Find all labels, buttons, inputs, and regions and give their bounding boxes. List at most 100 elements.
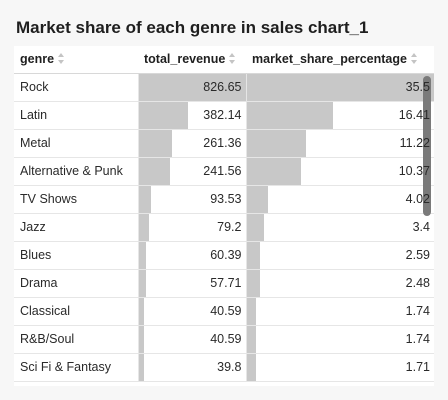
table-row[interactable]: Jazz 79.2 3.4	[14, 213, 434, 242]
table-row[interactable]: Drama 57.71 2.48	[14, 269, 434, 298]
column-header-genre[interactable]: genre	[14, 46, 138, 74]
cell-market-share: 1.74	[246, 297, 434, 326]
share-bar	[246, 73, 434, 101]
revenue-value: 60.39	[210, 248, 242, 262]
table-row[interactable]: Classical 40.59 1.74	[14, 297, 434, 326]
revenue-bar	[138, 185, 151, 213]
column-header-market-share[interactable]: market_share_percentage	[246, 46, 434, 74]
table-row[interactable]: Sci Fi & Fantasy 39.8 1.71	[14, 353, 434, 382]
chart-title: Market share of each genre in sales char…	[16, 18, 369, 37]
cell-genre: Drama	[14, 269, 139, 298]
table-row[interactable]: Blues 60.39 2.59	[14, 241, 434, 270]
revenue-value: 261.36	[203, 136, 242, 150]
header-row: genre total_revenue market_share_percent…	[14, 46, 434, 74]
cell-market-share: 35.5	[246, 73, 434, 102]
share-value: 1.74	[405, 332, 430, 346]
column-header-label: total_revenue	[144, 52, 226, 67]
revenue-bar	[138, 213, 149, 241]
revenue-value: 39.8	[217, 360, 242, 374]
cell-market-share: 3.4	[246, 213, 434, 242]
table-row[interactable]: Metal 261.36 11.22	[14, 129, 434, 158]
cell-genre: Latin	[14, 101, 139, 130]
cell-total-revenue: 382.14	[138, 101, 247, 130]
cell-market-share: 2.59	[246, 241, 434, 270]
share-bar	[246, 101, 334, 129]
share-value: 2.48	[405, 276, 430, 290]
cell-market-share: 4.02	[246, 185, 434, 214]
cell-total-revenue: 261.36	[138, 129, 247, 158]
column-header-label: market_share_percentage	[252, 52, 407, 67]
share-value: 11.22	[399, 136, 430, 150]
cell-market-share: 1.74	[246, 325, 434, 354]
revenue-bar	[138, 353, 144, 381]
revenue-bar	[138, 241, 147, 269]
share-value: 3.4	[412, 220, 430, 234]
cell-market-share: 16.41	[246, 101, 434, 130]
sort-arrows-icon[interactable]	[58, 53, 66, 65]
cell-genre: R&B/Soul	[14, 325, 139, 354]
revenue-value: 40.59	[210, 304, 242, 318]
share-bar	[246, 325, 256, 353]
cell-market-share: 11.22	[246, 129, 434, 158]
share-bar	[246, 129, 306, 157]
revenue-bar	[138, 157, 170, 185]
cell-total-revenue: 40.59	[138, 297, 247, 326]
share-value: 10.37	[398, 164, 430, 178]
cell-genre: Metal	[14, 129, 139, 158]
share-bar	[246, 241, 261, 269]
revenue-bar	[138, 269, 146, 297]
revenue-value: 241.56	[203, 164, 242, 178]
revenue-value: 382.14	[203, 108, 242, 122]
share-value: 1.71	[405, 360, 430, 374]
share-bar	[246, 185, 268, 213]
share-bar	[246, 213, 265, 241]
column-header-total-revenue[interactable]: total_revenue	[138, 46, 246, 74]
cell-total-revenue: 241.56	[138, 157, 247, 186]
share-bar	[246, 297, 256, 325]
revenue-value: 57.71	[210, 276, 242, 290]
cell-total-revenue: 60.39	[138, 241, 247, 270]
table-row[interactable]: R&B/Soul 40.59 1.74	[14, 325, 434, 354]
cell-market-share: 1.71	[246, 353, 434, 382]
cell-genre: Rock	[14, 73, 139, 102]
revenue-bar	[138, 129, 173, 157]
column-header-label: genre	[20, 52, 55, 67]
revenue-value: 826.65	[203, 80, 242, 94]
share-value: 35.5	[405, 80, 430, 94]
table-row[interactable]: TV Shows 93.53 4.02	[14, 185, 434, 214]
cell-genre: Sci Fi & Fantasy	[14, 353, 139, 382]
share-bar	[246, 269, 260, 297]
revenue-value: 40.59	[210, 332, 242, 346]
cell-total-revenue: 57.71	[138, 269, 247, 298]
share-value: 16.41	[398, 108, 430, 122]
cell-total-revenue: 79.2	[138, 213, 247, 242]
cell-total-revenue: 93.53	[138, 185, 247, 214]
share-value: 4.02	[405, 192, 430, 206]
table-row[interactable]: Rock 826.65 35.5	[14, 73, 434, 102]
cell-market-share: 2.48	[246, 269, 434, 298]
vertical-scrollbar[interactable]	[423, 76, 431, 216]
cell-total-revenue: 40.59	[138, 325, 247, 354]
revenue-bar	[138, 297, 144, 325]
cell-total-revenue: 826.65	[138, 73, 247, 102]
cell-genre: Classical	[14, 297, 139, 326]
revenue-value: 79.2	[217, 220, 242, 234]
revenue-value: 93.53	[210, 192, 242, 206]
share-value: 2.59	[405, 248, 430, 262]
share-value: 1.74	[405, 304, 430, 318]
revenue-bar	[138, 325, 144, 353]
data-table-container[interactable]: genre total_revenue market_share_percent…	[14, 46, 434, 386]
cell-genre: Jazz	[14, 213, 139, 242]
data-table: genre total_revenue market_share_percent…	[14, 46, 434, 382]
revenue-bar	[138, 101, 188, 129]
sort-arrows-icon[interactable]	[410, 53, 419, 65]
table-row[interactable]: Alternative & Punk 241.56 10.37	[14, 157, 434, 186]
cell-genre: Alternative & Punk	[14, 157, 139, 186]
sort-arrows-icon[interactable]	[229, 53, 237, 65]
share-bar	[246, 353, 256, 381]
table-row[interactable]: Latin 382.14 16.41	[14, 101, 434, 130]
cell-market-share: 10.37	[246, 157, 434, 186]
cell-total-revenue: 39.8	[138, 353, 247, 382]
share-bar	[246, 157, 302, 185]
